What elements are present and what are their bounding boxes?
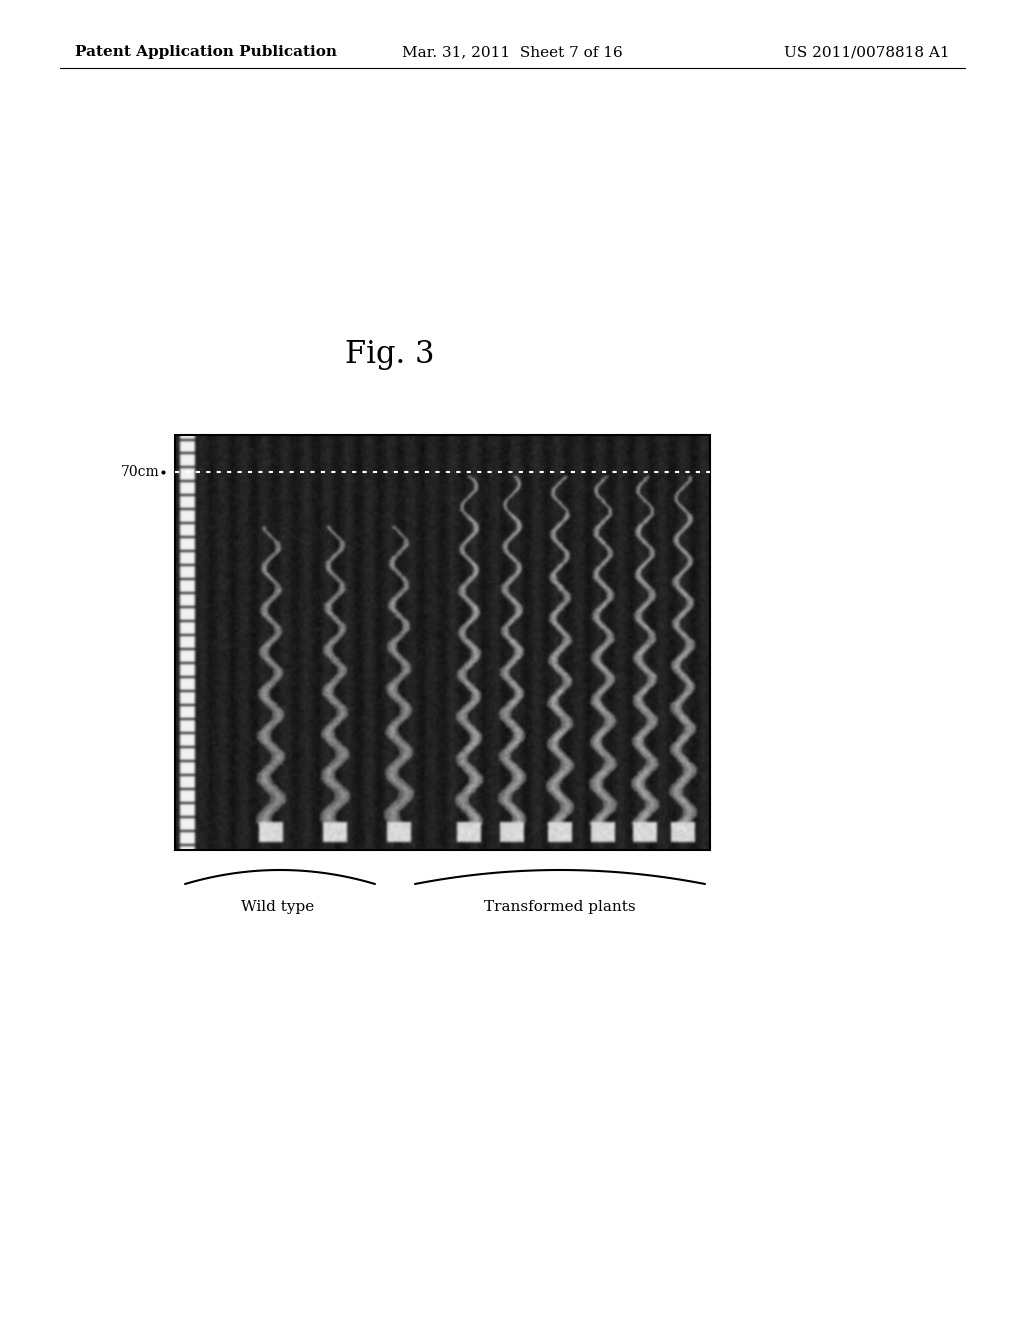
Text: Transformed plants: Transformed plants bbox=[484, 900, 636, 913]
Text: 70cm: 70cm bbox=[121, 465, 160, 479]
Text: US 2011/0078818 A1: US 2011/0078818 A1 bbox=[784, 45, 950, 59]
Bar bbox=[175, 436, 710, 850]
Text: Patent Application Publication: Patent Application Publication bbox=[75, 45, 337, 59]
Text: Mar. 31, 2011  Sheet 7 of 16: Mar. 31, 2011 Sheet 7 of 16 bbox=[401, 45, 623, 59]
Text: Wild type: Wild type bbox=[242, 900, 314, 913]
Text: Fig. 3: Fig. 3 bbox=[345, 339, 435, 371]
